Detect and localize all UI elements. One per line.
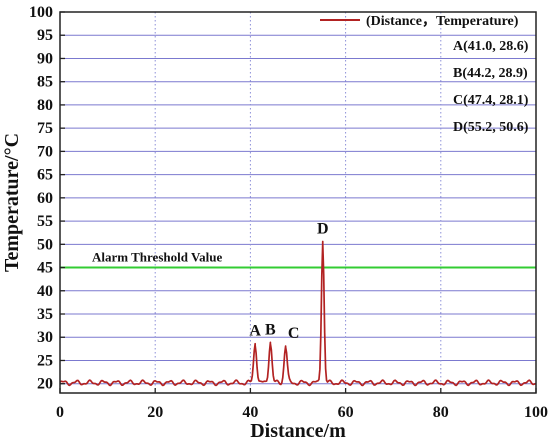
y-tick-label: 25: [37, 352, 53, 369]
y-tick-label: 30: [37, 329, 53, 346]
peak-label-d: D: [317, 221, 329, 238]
y-tick-label: 60: [37, 190, 53, 207]
y-tick-label: 35: [37, 306, 53, 323]
temperature-series-line: [59, 240, 537, 387]
y-tick-label: 95: [37, 27, 53, 44]
y-tick-label: 80: [37, 97, 53, 114]
legend-layer: (Distance，Temperature) A(41.0, 28.6) B(44.…: [320, 14, 529, 135]
series-layer: [59, 240, 537, 387]
y-tick-label: 75: [37, 120, 53, 137]
peak-label-a: A: [249, 323, 261, 340]
annotation-layer: A B C D: [249, 221, 328, 343]
y-tick-label: 55: [37, 213, 53, 230]
y-tick-label: 100: [29, 4, 53, 21]
axes-layer: [59, 11, 537, 394]
alarm-threshold-label: Alarm Threshold Value: [92, 250, 223, 265]
plot-frame: [59, 11, 537, 394]
plot-background: [60, 12, 536, 393]
tick-layer: 0 20 40 60 80 1002025303540455055606570758085…: [29, 4, 548, 421]
legend-series-label: (Distance，Temperature): [366, 14, 519, 29]
y-tick-label: 90: [37, 50, 53, 67]
y-tick-label: 65: [37, 167, 53, 184]
y-tick-label: 50: [37, 236, 53, 253]
y-axis-title: Temperature/°C: [1, 133, 23, 272]
y-tick-label: 70: [37, 143, 53, 160]
y-tick-label: 45: [37, 260, 53, 277]
peak-label-b: B: [265, 321, 276, 338]
x-tick-label: 100: [524, 404, 548, 421]
x-axis-title: Distance/m: [250, 420, 346, 441]
y-tick-label: 40: [37, 283, 53, 300]
legend-point-entry: A(41.0, 28.6): [453, 39, 529, 54]
legend-point-entry: B(44.2, 28.9): [453, 66, 528, 81]
x-tick-label: 40: [242, 404, 258, 421]
x-tick-label: 0: [56, 404, 64, 421]
y-tick-label: 20: [37, 376, 53, 393]
x-tick-label: 80: [433, 404, 449, 421]
legend-point-entry: D(55.2, 50.6): [453, 120, 529, 135]
x-tick-label: 20: [147, 404, 163, 421]
peak-label-c: C: [288, 325, 300, 342]
x-tick-label: 60: [338, 404, 354, 421]
grid-layer: [60, 11, 536, 393]
y-tick-label: 85: [37, 74, 53, 91]
legend-point-entry: C(47.4, 28.1): [453, 93, 529, 108]
